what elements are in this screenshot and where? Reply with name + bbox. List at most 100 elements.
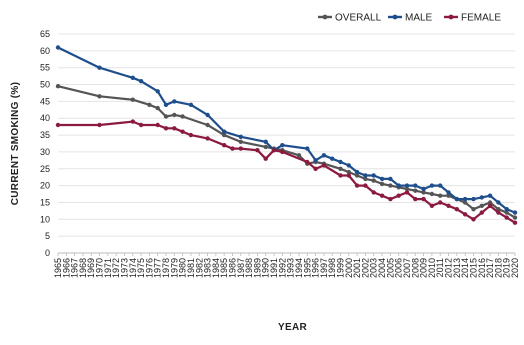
data-point [147,102,152,108]
x-tick-label: 2006 [394,258,404,278]
x-tick-label: 1988 [244,258,254,278]
data-point [321,163,327,168]
y-axis-ticks: 0 5 10 15 20 25 30 35 40 45 50 55 60 65 [40,29,50,258]
data-series [55,45,518,225]
x-tick-label: 1975 [136,258,146,278]
series-line [57,85,516,219]
legend-label: FEMALE [461,13,501,24]
data-point [446,190,451,195]
data-point [462,212,468,217]
data-point [479,203,484,208]
data-point [338,159,343,165]
x-tick-label: 1990 [261,258,271,278]
x-tick-label: 1991 [269,258,279,278]
x-tick-label: 2012 [444,258,454,278]
x-tick-label: 1992 [277,258,287,278]
data-point [172,112,177,118]
data-point [255,148,260,153]
x-tick-label: 1971 [103,258,113,278]
data-point [379,181,385,187]
x-tick-label: 1987 [236,258,246,278]
x-tick-label: 2014 [460,258,470,278]
data-point [263,139,268,144]
data-point [130,97,135,102]
data-point [388,176,393,182]
data-point [429,191,435,197]
data-point [404,183,410,188]
x-tick-label: 2005 [385,258,395,278]
legend-marker [392,14,398,20]
data-point [404,190,410,195]
data-point [371,190,376,195]
data-point [97,65,102,70]
data-point [379,193,385,198]
data-point [429,203,435,208]
x-tick-label: 1989 [252,258,262,278]
data-point [346,163,351,168]
x-tick-label: 1985 [219,258,229,278]
data-point [388,196,393,202]
data-point [238,146,243,151]
data-point [504,215,509,220]
x-tick-label: 1967 [70,258,80,278]
x-tick-label: 1983 [203,258,213,278]
x-tick-label: 2019 [502,258,512,278]
data-point [138,122,144,128]
x-tick-label: 2008 [410,258,420,278]
x-tick-label: 1982 [194,258,204,278]
data-point [338,166,343,171]
data-point [462,200,468,205]
x-tick-label: 1978 [161,258,171,278]
x-tick-label: 2016 [477,258,487,278]
data-point [305,159,310,165]
x-tick-label: 2004 [377,258,387,278]
data-point [438,193,443,198]
x-tick-label: 2015 [468,258,478,278]
x-tick-label: 2013 [452,258,462,278]
data-point [238,134,243,139]
x-tick-label: 2000 [344,258,354,278]
data-point [471,207,476,212]
x-tick-label: 1972 [111,258,121,278]
x-tick-label: 1976 [144,258,154,278]
data-point [429,183,435,188]
x-axis-label: YEAR [278,322,307,333]
data-point [413,196,418,202]
x-tick-label: 1969 [86,258,96,278]
data-point [396,193,401,198]
data-point [446,203,451,208]
y-tick-label: 25 [40,164,50,174]
data-point [222,132,227,138]
data-point [479,210,484,215]
data-point [371,178,376,183]
data-point [280,149,285,155]
x-tick-label: 1996 [311,258,321,278]
x-tick-label: 1984 [211,258,221,278]
data-point [454,207,459,212]
x-tick-label: 2010 [427,258,437,278]
x-tick-label: 2003 [369,258,379,278]
x-tick-label: 1981 [186,258,196,278]
legend: OVERALL MALE FEMALE [318,13,501,24]
y-tick-label: 5 [45,231,50,241]
data-point [313,158,318,163]
y-tick-label: 65 [40,29,50,39]
legend-item: MALE [388,13,433,24]
legend-marker [322,14,328,20]
data-point [205,112,210,118]
data-point [479,195,484,200]
data-point [155,122,160,128]
data-point [313,166,318,171]
x-tick-label: 1999 [336,258,346,278]
data-point [346,173,351,178]
data-point [97,94,102,99]
legend-marker [448,14,454,20]
series-line [58,120,516,224]
data-point [338,173,343,178]
x-tick-label: 2017 [485,258,495,278]
data-point [504,210,509,215]
legend-label: MALE [405,13,433,24]
legend-item: OVERALL [318,13,382,24]
data-point [222,143,227,148]
data-point [130,119,135,124]
